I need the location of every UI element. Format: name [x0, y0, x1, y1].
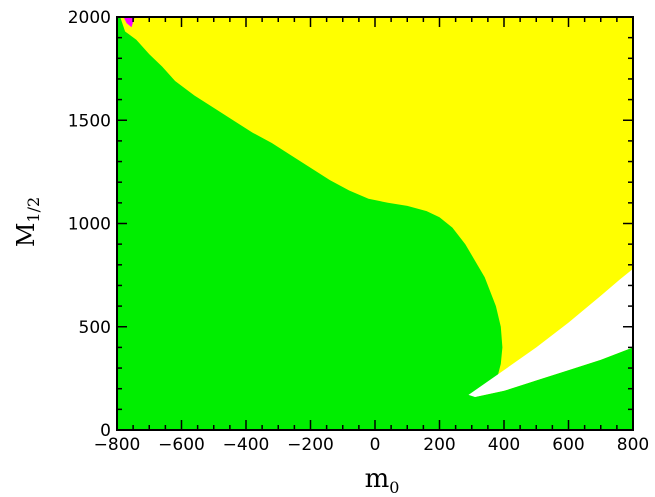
y-ticks: 0 500 1000 1500 2000	[68, 8, 633, 441]
x-axis-label-main: m	[365, 464, 390, 494]
x-axis-label: m0	[365, 464, 400, 497]
plot-regions	[117, 17, 633, 430]
y-tick-label: 0	[100, 421, 111, 441]
x-tick-label: −800	[94, 435, 141, 455]
y-axis-label-subscript: 1/2	[24, 197, 43, 223]
y-tick-label: 500	[79, 318, 111, 338]
x-tick-label: −600	[158, 435, 205, 455]
x-ticks: −800 −600 −400 −200 0 200 400 600 800	[94, 17, 649, 455]
x-tick-label: −200	[287, 435, 334, 455]
y-axis-label: M1/2	[12, 197, 43, 247]
x-tick-label: 200	[423, 435, 455, 455]
y-axis-label-main: M	[12, 223, 40, 248]
x-tick-label: 400	[488, 435, 520, 455]
x-tick-label: 800	[617, 435, 649, 455]
y-tick-label: 2000	[68, 8, 111, 28]
x-tick-label: 0	[370, 435, 381, 455]
x-tick-label: 600	[552, 435, 584, 455]
region-white	[468, 268, 633, 397]
x-tick-label: −400	[223, 435, 270, 455]
region-green	[117, 17, 633, 430]
region-magenta	[123, 17, 135, 28]
y-tick-label: 1000	[68, 215, 111, 235]
y-tick-label: 1500	[68, 111, 111, 131]
x-axis-label-subscript: 0	[389, 478, 399, 497]
